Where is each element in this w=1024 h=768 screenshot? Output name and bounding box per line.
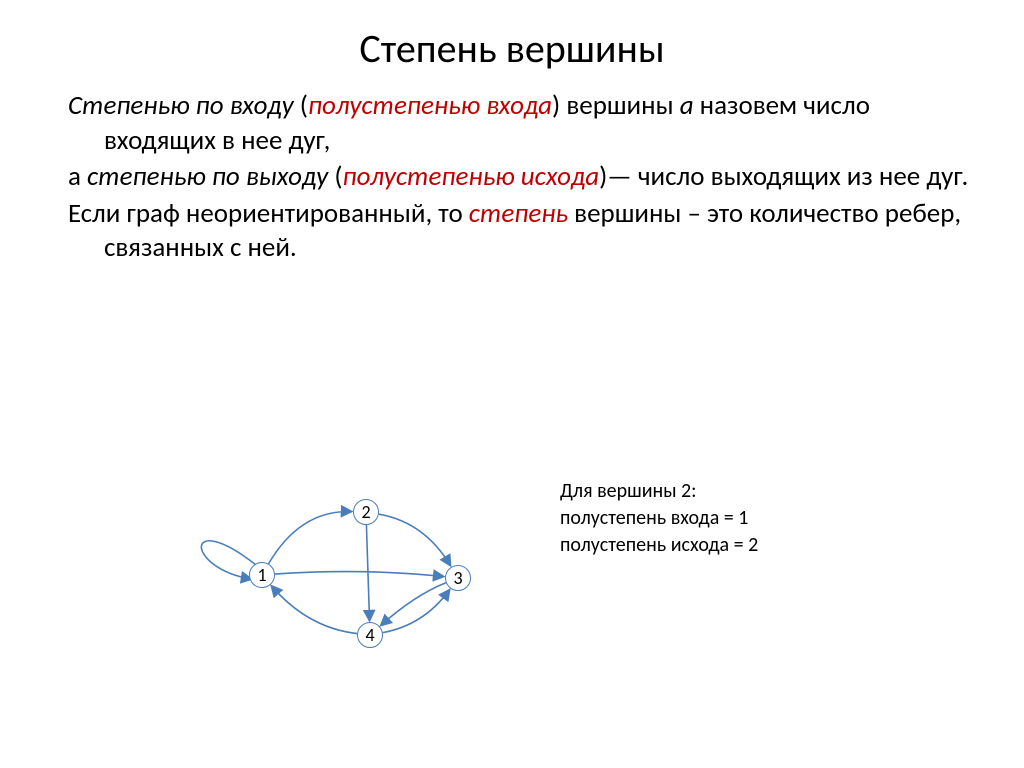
edge: [381, 583, 446, 625]
paragraph: а степенью по выходу (полустепенью исход…: [68, 160, 972, 195]
text-run: а: [680, 89, 694, 122]
graph-caption: Для вершины 2: полустепень входа = 1 пол…: [560, 478, 758, 559]
graph-node-2: 2: [353, 499, 379, 525]
edge: [379, 514, 450, 565]
body-text: Степенью по входу (полустепенью входа) в…: [0, 81, 1024, 266]
edge: [272, 586, 357, 633]
graph-diagram: 1 2 3 4: [180, 460, 500, 670]
slide: Степень вершины Степенью по входу (полус…: [0, 0, 1024, 768]
text-run: степень: [469, 197, 568, 230]
caption-line: полустепень входа = 1: [560, 505, 758, 532]
graph-node-1: 1: [249, 562, 275, 588]
text-run: Степенью по входу: [68, 89, 294, 122]
graph-node-3: 3: [445, 565, 471, 591]
page-title: Степень вершины: [0, 0, 1024, 81]
edge: [269, 512, 351, 564]
text-run: полустепенью исхода: [343, 160, 600, 193]
caption-line: полустепень исхода = 2: [560, 532, 758, 559]
text-run: полустепенью входа: [308, 89, 552, 122]
edge: [275, 572, 443, 577]
paragraph: Степенью по входу (полустепенью входа) в…: [68, 89, 972, 158]
text-run: (: [328, 160, 342, 193]
graph-node-4: 4: [357, 622, 383, 648]
text-run: степенью по выходу: [87, 160, 328, 193]
edge: [383, 590, 449, 632]
text-run: (: [294, 89, 308, 122]
caption-line: Для вершины 2:: [560, 478, 758, 505]
text-run: )— число выходящих из нее дуг.: [599, 160, 968, 193]
text-run: а: [68, 160, 87, 193]
edge: [201, 541, 256, 579]
paragraph: Если граф неориентированный, то степень …: [68, 197, 972, 266]
text-run: ) вершины: [552, 89, 680, 122]
text-run: Если граф неориентированный, то: [68, 197, 469, 230]
